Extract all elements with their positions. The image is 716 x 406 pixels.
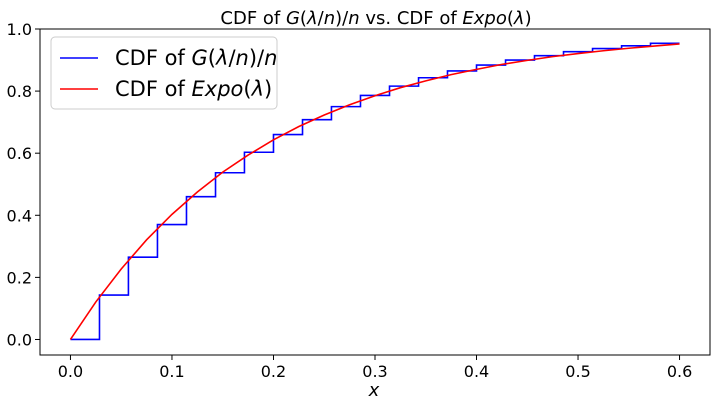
legend-label-part: )/ [249, 46, 265, 70]
legend-label-part: n [264, 46, 277, 70]
x-tick-label: 0.4 [464, 362, 489, 381]
chart-title: CDF of G(λ/n)/n vs. CDF of Expo(λ) [220, 8, 531, 29]
ticks-layer: 0.0 0.1 0.2 0.3 0.4 0.5 0.6 0.0 0.2 0.4 0.6 0.8 1.0 [7, 20, 693, 381]
x-axis-label: x [368, 380, 380, 401]
legend-box [50, 36, 278, 110]
y-tick-label: 0.6 [7, 144, 32, 163]
legend-label-part: n [236, 46, 249, 70]
legend-label-part: Expo [192, 77, 244, 101]
series-line-expo-cdf [69, 43, 680, 340]
y-tick-label: 0.2 [7, 268, 32, 287]
legend-label-part: λ [215, 46, 228, 70]
x-tick-label: 0.1 [159, 362, 184, 381]
title-part: n [348, 8, 359, 29]
title-part: G [286, 8, 300, 29]
x-tick-label: 0.5 [565, 362, 590, 381]
y-tick-label: 0.8 [7, 82, 32, 101]
y-tick-label: 1.0 [7, 20, 32, 39]
title-part: Expo [462, 8, 506, 29]
legend-label-part: / [228, 46, 236, 70]
x-tick-label: 0.2 [261, 362, 286, 381]
y-tick-label: 0.4 [7, 206, 32, 225]
legend-label-part: ( [208, 46, 216, 70]
title-part: )/ [335, 8, 349, 29]
legend-label-part: CDF of [115, 77, 192, 101]
title-part: ( [507, 8, 514, 29]
legend-label: CDF of G(λ/n)/n [115, 46, 277, 70]
title-part: CDF of [220, 8, 286, 29]
x-tick-label: 0.0 [58, 362, 83, 381]
legend-label-part: CDF of [115, 46, 192, 70]
title-part: n [324, 8, 335, 29]
legend-label-part: λ [251, 77, 264, 101]
title-part: λ [306, 8, 318, 29]
title-part: ) [525, 8, 532, 29]
y-tick-label: 0.0 [7, 330, 32, 349]
title-part: vs. CDF of [360, 8, 463, 29]
title-part: λ [513, 8, 525, 29]
title-part: ( [300, 8, 307, 29]
legend-label-part: ) [264, 77, 272, 101]
series-layer [69, 42, 680, 341]
x-tick-label: 0.3 [362, 362, 387, 381]
legend-label: CDF of Expo(λ) [115, 77, 272, 101]
title-part: / [318, 8, 325, 29]
legend-label-part: G [192, 46, 208, 70]
x-tick-label: 0.6 [667, 362, 692, 381]
legend-label-part: ( [243, 77, 251, 101]
